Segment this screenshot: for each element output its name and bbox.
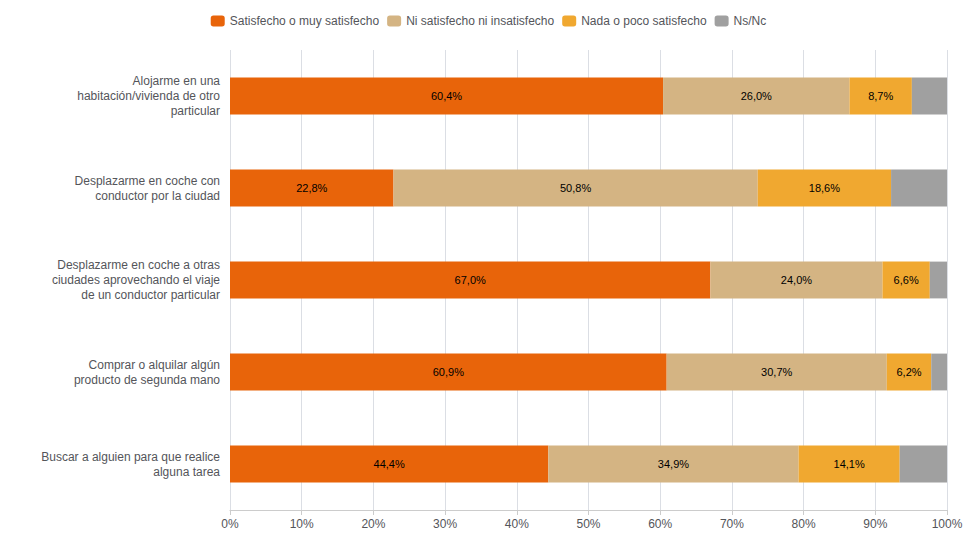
svg-text:particular: particular <box>171 104 220 118</box>
svg-text:14,1%: 14,1% <box>834 458 865 470</box>
svg-text:Satisfecho o muy satisfecho: Satisfecho o muy satisfecho <box>230 14 380 28</box>
svg-text:Ni satisfecho ni insatisfecho: Ni satisfecho ni insatisfecho <box>406 14 554 28</box>
svg-text:6,2%: 6,2% <box>896 366 921 378</box>
svg-text:Desplazarme en coche a otras: Desplazarme en coche a otras <box>57 258 220 272</box>
svg-text:Alojarme en una: Alojarme en una <box>133 74 221 88</box>
svg-text:8,7%: 8,7% <box>868 90 893 102</box>
svg-text:ciudades aprovechando el viaje: ciudades aprovechando el viaje <box>52 273 220 287</box>
svg-text:20%: 20% <box>361 517 385 531</box>
svg-text:34,9%: 34,9% <box>658 458 689 470</box>
svg-text:30%: 30% <box>433 517 457 531</box>
svg-text:habitación/vivienda de otro: habitación/vivienda de otro <box>77 89 220 103</box>
svg-text:18,6%: 18,6% <box>809 182 840 194</box>
svg-text:conductor por la ciudad: conductor por la ciudad <box>95 189 220 203</box>
svg-text:0%: 0% <box>221 517 239 531</box>
svg-text:30,7%: 30,7% <box>761 366 792 378</box>
svg-text:90%: 90% <box>863 517 887 531</box>
svg-text:50%: 50% <box>576 517 600 531</box>
svg-text:22,8%: 22,8% <box>296 182 327 194</box>
svg-text:100%: 100% <box>932 517 963 531</box>
svg-text:6,6%: 6,6% <box>894 274 919 286</box>
svg-text:60,9%: 60,9% <box>433 366 464 378</box>
svg-text:60,4%: 60,4% <box>431 90 462 102</box>
svg-text:Nada o poco satisfecho: Nada o poco satisfecho <box>581 14 707 28</box>
svg-text:40%: 40% <box>505 517 529 531</box>
svg-text:Ns/Nc: Ns/Nc <box>734 14 767 28</box>
svg-text:de un conductor particular: de un conductor particular <box>81 288 220 302</box>
svg-text:10%: 10% <box>290 517 314 531</box>
svg-text:24,0%: 24,0% <box>781 274 812 286</box>
svg-text:50,8%: 50,8% <box>560 182 591 194</box>
svg-text:Comprar o alquilar algún: Comprar o alquilar algún <box>89 358 220 372</box>
svg-text:44,4%: 44,4% <box>374 458 405 470</box>
svg-text:67,0%: 67,0% <box>455 274 486 286</box>
svg-text:Buscar a alguien para que real: Buscar a alguien para que realice <box>41 450 220 464</box>
svg-text:70%: 70% <box>720 517 744 531</box>
svg-text:alguna tarea: alguna tarea <box>153 465 220 479</box>
svg-text:60%: 60% <box>648 517 672 531</box>
svg-text:producto de segunda mano: producto de segunda mano <box>74 373 220 387</box>
svg-text:80%: 80% <box>792 517 816 531</box>
svg-text:26,0%: 26,0% <box>741 90 772 102</box>
svg-text:Desplazarme en coche con: Desplazarme en coche con <box>75 174 220 188</box>
